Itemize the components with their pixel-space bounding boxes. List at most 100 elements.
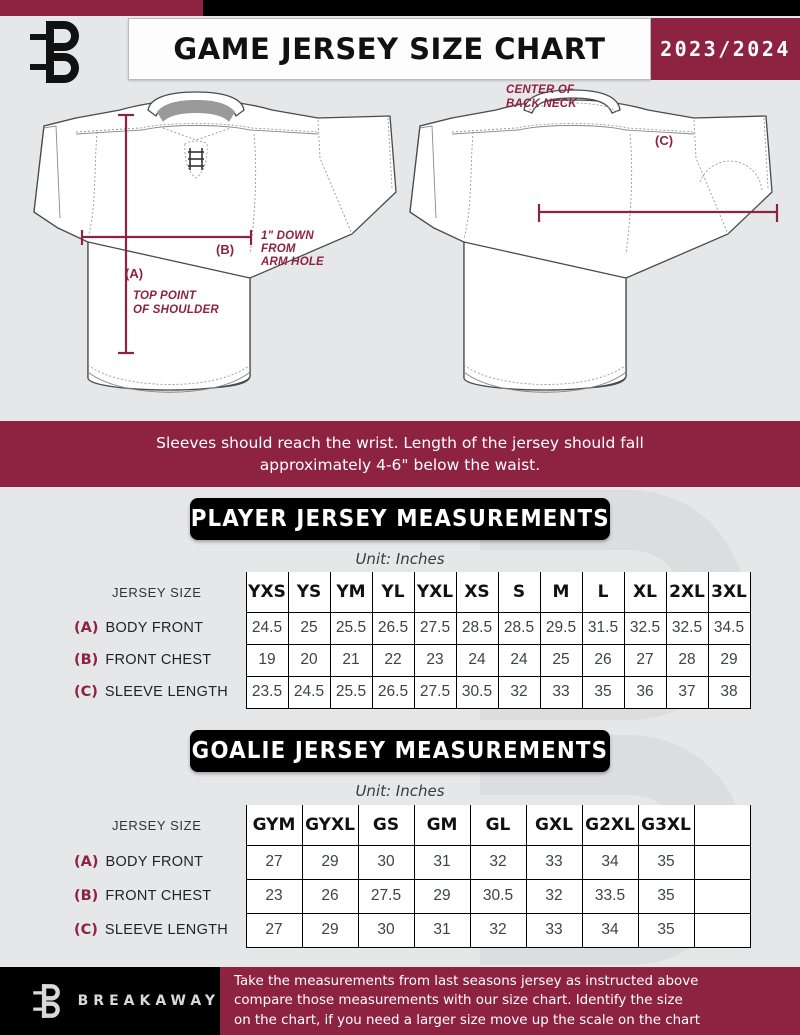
measurement-value-cell: 38 — [707, 675, 751, 709]
footer-line2: compare those measurements with our size… — [234, 993, 683, 1009]
measurement-value-cell: 27 — [245, 844, 303, 880]
measurement-value-cell: 30.5 — [469, 878, 527, 914]
measurement-value-cell: 30 — [357, 844, 415, 880]
measurement-value-cell: 28.5 — [455, 611, 499, 645]
measurement-value-cell: 25 — [539, 643, 583, 677]
goalie-measurements-table: JERSEY SIZE GYM GYXL GS GM GL GXL G2XL G3XL (A)… — [68, 805, 751, 948]
measurement-value-cell: 24.5 — [245, 611, 289, 645]
player-column-header: 3XL — [707, 572, 751, 613]
measurement-value-cell: 32.5 — [623, 611, 667, 645]
goalie-column-header: GL — [469, 805, 527, 846]
top-strip-maroon — [0, 0, 203, 16]
player-column-header: YM — [329, 572, 373, 613]
header-title-plate: GAME JERSEY SIZE CHART — [128, 18, 651, 80]
back-jersey-drawing — [409, 89, 779, 393]
measurement-value-cell: 31 — [413, 844, 471, 880]
back-neck-caption-line1: CENTER OF — [506, 84, 575, 96]
table-row: (C) SLEEVE LENGTH 27 29 30 31 32 33 34 35 — [68, 912, 751, 948]
player-section-label: PLAYER JERSEY MEASUREMENTS — [190, 506, 610, 532]
header-logo-zone — [0, 16, 128, 83]
breakaway-b-logo-icon — [30, 21, 79, 83]
footer-brand-box: BREAKAWAY — [0, 967, 220, 1035]
footer-instructions-box: Take the measurements from last seasons … — [220, 967, 800, 1035]
measurement-value-cell: 35 — [637, 912, 695, 948]
measurement-value-cell: 32 — [497, 675, 541, 709]
measurement-value-cell: 34 — [581, 912, 639, 948]
goalie-column-header: GS — [357, 805, 415, 846]
measurement-value-cell: 25 — [287, 611, 331, 645]
measurement-key: (C) — [74, 922, 98, 938]
player-column-header: YXL — [413, 572, 457, 613]
measurement-value-cell: 35 — [581, 675, 625, 709]
measurement-value-cell — [693, 878, 751, 914]
player-table-header-row: JERSEY SIZE YXS YS YM YL YXL XS S M L XL 2XL 3XL — [68, 572, 751, 613]
measurement-value-cell: 29 — [301, 912, 359, 948]
goalie-column-header: G3XL — [637, 805, 695, 846]
player-column-header: YL — [371, 572, 415, 613]
measurement-row-label-cell: (C) SLEEVE LENGTH — [68, 676, 247, 708]
page-footer: BREAKAWAY Take the measurements from las… — [0, 967, 800, 1035]
measurement-value-cell: 21 — [329, 643, 373, 677]
measurement-value-cell: 30 — [357, 912, 415, 948]
measurement-row-label-cell: (A) BODY FRONT — [68, 612, 247, 644]
measurement-key: (A) — [74, 620, 99, 636]
measurement-value-cell: 26 — [581, 643, 625, 677]
dimension-a-letter: (A) — [125, 266, 144, 281]
dimension-a-caption-line1: TOP POINT — [133, 290, 197, 302]
goalie-section-pill: GOALIE JERSEY MEASUREMENTS — [190, 730, 610, 772]
player-unit-label: Unit: Inches — [355, 550, 445, 568]
measurement-value-cell: 36 — [623, 675, 667, 709]
measurement-name: SLEEVE LENGTH — [104, 684, 229, 700]
measurement-value-cell: 24.5 — [287, 675, 331, 709]
player-column-header: S — [497, 572, 541, 613]
measurement-value-cell: 27 — [623, 643, 667, 677]
measurement-value-cell: 30.5 — [455, 675, 499, 709]
dimension-b-caption-line2: FROM — [261, 243, 296, 255]
measurement-value-cell: 27.5 — [413, 611, 457, 645]
goalie-column-header: GYXL — [301, 805, 359, 846]
player-column-header: M — [539, 572, 583, 613]
measurement-value-cell — [693, 844, 751, 880]
goalie-table-wrap: JERSEY SIZE GYM GYXL GS GM GL GXL G2XL G3XL (A)… — [68, 805, 751, 948]
goalie-unit-label: Unit: Inches — [355, 782, 445, 800]
measurement-value-cell: 28 — [665, 643, 709, 677]
measurement-name: BODY FRONT — [105, 620, 204, 636]
footer-line3: on the chart, if you need a larger size … — [234, 1012, 701, 1028]
measurement-name: SLEEVE LENGTH — [104, 922, 229, 938]
measurement-value-cell: 31 — [413, 912, 471, 948]
player-column-header: XL — [623, 572, 667, 613]
fit-note-line2: approximately 4-6" below the waist. — [259, 456, 541, 474]
player-section-pill: PLAYER JERSEY MEASUREMENTS — [190, 498, 610, 540]
measurement-name: BODY FRONT — [105, 854, 204, 870]
measurement-value-cell: 26 — [301, 878, 359, 914]
measurement-value-cell: 33.5 — [581, 878, 639, 914]
player-measurements-table: JERSEY SIZE YXS YS YM YL YXL XS S M L XL 2XL 3XL (A… — [68, 572, 751, 709]
front-jersey-drawing — [33, 91, 397, 393]
table-row: (A) BODY FRONT 27 29 30 31 32 33 34 35 — [68, 844, 751, 880]
goalie-column-header: GM — [413, 805, 471, 846]
measurement-value-cell: 33 — [539, 675, 583, 709]
measurement-value-cell: 25.5 — [329, 611, 373, 645]
measurement-value-cell: 22 — [371, 643, 415, 677]
season-label: 2023/2024 — [660, 37, 791, 61]
measurement-key: (A) — [74, 854, 99, 870]
measurement-value-cell: 26.5 — [371, 611, 415, 645]
back-neck-caption-line2: BACK NECK — [506, 98, 577, 110]
measurement-key: (B) — [74, 652, 99, 668]
player-column-header: 2XL — [665, 572, 709, 613]
dimension-b-caption-line3: ARM HOLE — [261, 256, 324, 268]
dimension-b-letter: (B) — [216, 242, 235, 257]
page-title: GAME JERSEY SIZE CHART — [173, 32, 606, 66]
measurement-value-cell: 32 — [469, 844, 527, 880]
measurement-row-label-cell: (A) BODY FRONT — [68, 845, 247, 879]
measurement-value-cell: 35 — [637, 844, 695, 880]
measurement-value-cell: 28.5 — [497, 611, 541, 645]
measurement-value-cell: 32.5 — [665, 611, 709, 645]
measurement-value-cell: 25.5 — [329, 675, 373, 709]
player-table-wrap: JERSEY SIZE YXS YS YM YL YXL XS S M L XL 2XL 3XL (A… — [68, 572, 751, 709]
measurement-value-cell: 24 — [455, 643, 499, 677]
footer-brand-name: BREAKAWAY — [77, 993, 220, 1009]
measurement-value-cell: 23 — [245, 878, 303, 914]
measurement-value-cell: 34.5 — [707, 611, 751, 645]
measurement-value-cell — [693, 912, 751, 948]
